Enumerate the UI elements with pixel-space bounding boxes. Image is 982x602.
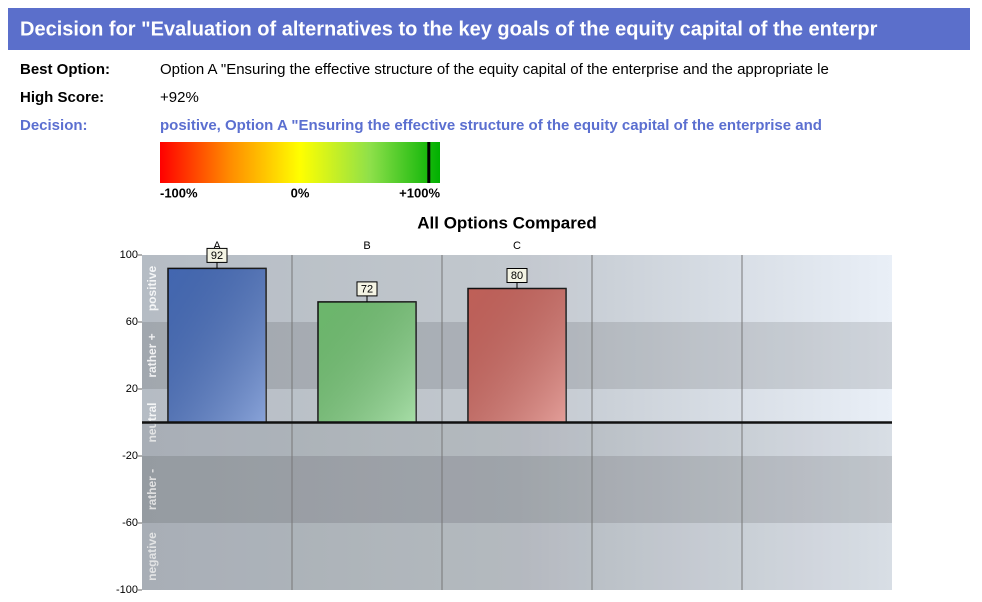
scale-tick-label: 0% <box>291 185 310 200</box>
row-label: Best Option: <box>20 61 110 78</box>
band-label: rather - <box>145 469 159 510</box>
label-box <box>356 281 378 297</box>
x-tick-label: B <box>363 240 370 252</box>
y-tick-label: -20 <box>122 450 138 462</box>
value-label: 72 <box>361 283 373 295</box>
chart-title: All Options Compared <box>417 213 596 232</box>
bar-shine <box>318 301 416 423</box>
x-tick-label: A <box>213 240 221 252</box>
row-value: +92% <box>160 89 199 106</box>
row-value: Option A "Ensuring the effective structu… <box>160 61 829 78</box>
label-box <box>206 247 228 263</box>
scale-tick-label: +100% <box>399 185 440 200</box>
value-label: 80 <box>511 270 523 282</box>
y-tick-label: 20 <box>126 383 138 395</box>
report-title: Decision for "Evaluation of alternatives… <box>20 18 878 40</box>
label-box <box>506 268 528 283</box>
bar-shine <box>468 288 566 423</box>
lower-shade <box>142 422 892 590</box>
score-scale <box>160 142 440 183</box>
band-label: rather + <box>145 333 159 377</box>
band-label: positive <box>145 266 159 312</box>
bar-shine <box>168 268 266 423</box>
scale-tick-label: -100% <box>160 185 198 200</box>
row-label: Decision: <box>20 117 88 134</box>
x-tick-label: C <box>513 240 521 252</box>
y-tick-label: -100 <box>116 584 138 596</box>
y-tick-label: -60 <box>122 517 138 529</box>
row-value: positive, Option A "Ensuring the effecti… <box>160 117 822 134</box>
band <box>142 456 892 523</box>
y-tick-label: 60 <box>126 316 138 328</box>
title-bar <box>8 8 970 50</box>
value-label: 92 <box>211 250 223 262</box>
y-tick-label: 100 <box>120 249 138 261</box>
row-label: High Score: <box>20 89 104 106</box>
band-label: negative <box>145 532 159 581</box>
